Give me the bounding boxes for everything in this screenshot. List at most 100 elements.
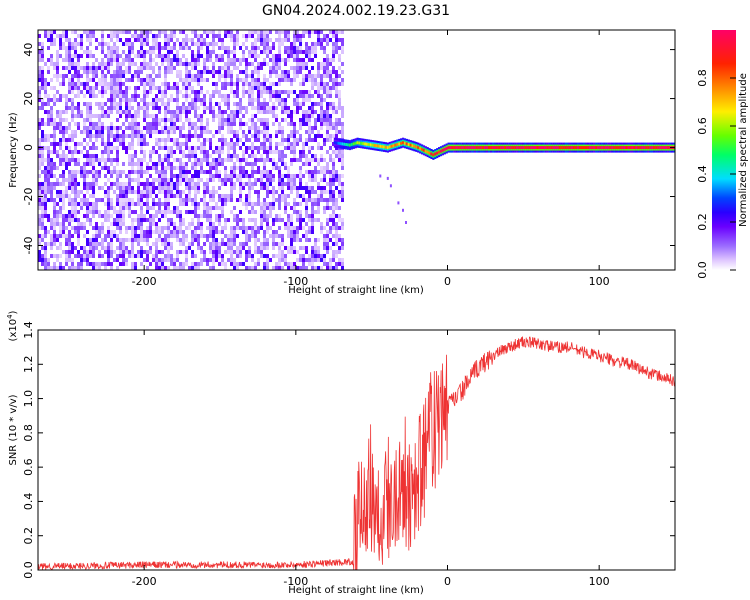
noise-cell: [194, 214, 197, 218]
noise-cell: [143, 126, 146, 130]
noise-cell: [215, 238, 218, 242]
noise-cell: [41, 122, 44, 126]
noise-cell: [98, 262, 101, 266]
noise-cell: [329, 78, 332, 82]
noise-cell: [257, 150, 260, 154]
noise-cell: [257, 38, 260, 42]
noise-cell: [137, 50, 140, 54]
noise-cell: [104, 126, 107, 130]
noise-cell: [182, 170, 185, 174]
noise-cell: [317, 186, 320, 190]
noise-cell: [71, 118, 74, 122]
noise-cell: [296, 218, 299, 222]
noise-cell: [143, 90, 146, 94]
noise-cell: [206, 154, 209, 158]
noise-cell: [173, 186, 176, 190]
noise-cell: [104, 238, 107, 242]
noise-cell: [128, 182, 131, 186]
noise-cell: [128, 102, 131, 106]
noise-cell: [257, 202, 260, 206]
noise-cell: [218, 178, 221, 182]
noise-cell: [44, 250, 47, 254]
noise-cell: [95, 58, 98, 62]
noise-cell: [131, 142, 134, 146]
noise-cell: [206, 182, 209, 186]
noise-cell: [149, 122, 152, 126]
noise-cell: [206, 150, 209, 154]
noise-cell: [227, 30, 230, 34]
noise-cell: [269, 182, 272, 186]
noise-cell: [65, 98, 68, 102]
noise-cell: [41, 206, 44, 210]
noise-cell: [137, 242, 140, 246]
noise-cell: [227, 98, 230, 102]
noise-cell: [44, 230, 47, 234]
noise-cell: [128, 126, 131, 130]
noise-cell: [266, 242, 269, 246]
noise-cell: [323, 62, 326, 66]
noise-cell: [188, 194, 191, 198]
noise-cell: [341, 62, 344, 66]
noise-cell: [110, 54, 113, 58]
noise-cell: [194, 62, 197, 66]
noise-cell: [47, 158, 50, 162]
noise-cell: [128, 122, 131, 126]
noise-cell: [254, 126, 257, 130]
noise-cell: [170, 114, 173, 118]
noise-cell: [41, 102, 44, 106]
noise-cell: [185, 110, 188, 114]
noise-cell: [122, 250, 125, 254]
noise-cell: [191, 86, 194, 90]
noise-cell: [332, 218, 335, 222]
noise-cell: [338, 90, 341, 94]
noise-cell: [110, 90, 113, 94]
noise-cell: [305, 78, 308, 82]
noise-cell: [158, 218, 161, 222]
noise-cell: [164, 206, 167, 210]
noise-cell: [113, 210, 116, 214]
noise-cell: [338, 262, 341, 266]
noise-cell: [284, 106, 287, 110]
noise-cell: [92, 214, 95, 218]
noise-cell: [68, 214, 71, 218]
noise-cell: [284, 174, 287, 178]
noise-cell: [287, 178, 290, 182]
noise-cell: [77, 210, 80, 214]
noise-cell: [251, 182, 254, 186]
noise-cell: [104, 214, 107, 218]
noise-cell: [176, 146, 179, 150]
noise-cell: [260, 218, 263, 222]
noise-cell: [161, 162, 164, 166]
noise-cell: [164, 82, 167, 86]
noise-cell: [329, 186, 332, 190]
noise-cell: [167, 166, 170, 170]
noise-cell: [263, 42, 266, 46]
noise-cell: [233, 82, 236, 86]
noise-cell: [74, 30, 77, 34]
noise-cell: [263, 206, 266, 210]
noise-cell: [266, 222, 269, 226]
noise-cell: [293, 110, 296, 114]
noise-cell: [176, 98, 179, 102]
noise-cell: [41, 190, 44, 194]
signal-core: [496, 146, 499, 150]
noise-cell: [44, 78, 47, 82]
noise-cell: [176, 142, 179, 146]
noise-cell: [218, 138, 221, 142]
noise-cell: [38, 162, 41, 166]
noise-cell: [338, 122, 341, 126]
noise-cell: [167, 118, 170, 122]
noise-cell: [77, 242, 80, 246]
noise-cell: [125, 146, 128, 150]
noise-cell: [77, 182, 80, 186]
noise-cell: [110, 186, 113, 190]
noise-cell: [146, 94, 149, 98]
noise-cell: [203, 186, 206, 190]
signal-core: [424, 149, 427, 153]
noise-cell: [224, 262, 227, 266]
noise-cell: [332, 226, 335, 230]
noise-cell: [293, 138, 296, 142]
noise-cell: [317, 158, 320, 162]
noise-cell: [107, 254, 110, 258]
noise-cell: [140, 146, 143, 150]
